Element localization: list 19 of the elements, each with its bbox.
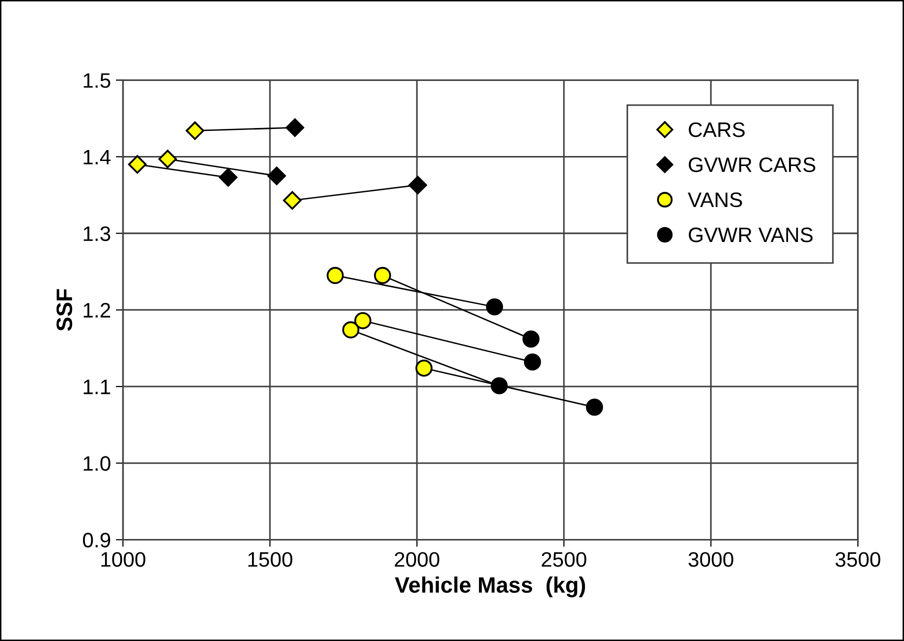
x-tick-label: 3000: [688, 552, 734, 567]
y-tick-label: 1.5: [84, 73, 110, 88]
legend-label: GVWR CARS: [688, 157, 816, 172]
y-tick-label: 1.2: [84, 302, 110, 318]
legend-label: CARS: [688, 122, 745, 138]
x-axis-title: Vehicle Mass (kg): [394, 576, 586, 598]
x-tick-label: 2000: [394, 552, 440, 567]
x-tick-label: 1000: [101, 552, 146, 567]
legend-label: GVWR VANS: [688, 227, 813, 242]
y-tick-label: 1.3: [84, 226, 110, 242]
x-tick-label: 2500: [542, 552, 586, 567]
x-tick-label: 3500: [836, 552, 880, 567]
y-tick-label: 1.1: [84, 380, 110, 394]
y-tick-label: 0.9: [82, 532, 110, 548]
legend-label: VANS: [688, 192, 742, 208]
y-axis-title: SSF: [56, 289, 72, 331]
y-tick-label: 1.4: [84, 150, 111, 164]
x-tick-label: 1500: [248, 552, 292, 567]
y-tick-label: 1.0: [84, 456, 110, 471]
